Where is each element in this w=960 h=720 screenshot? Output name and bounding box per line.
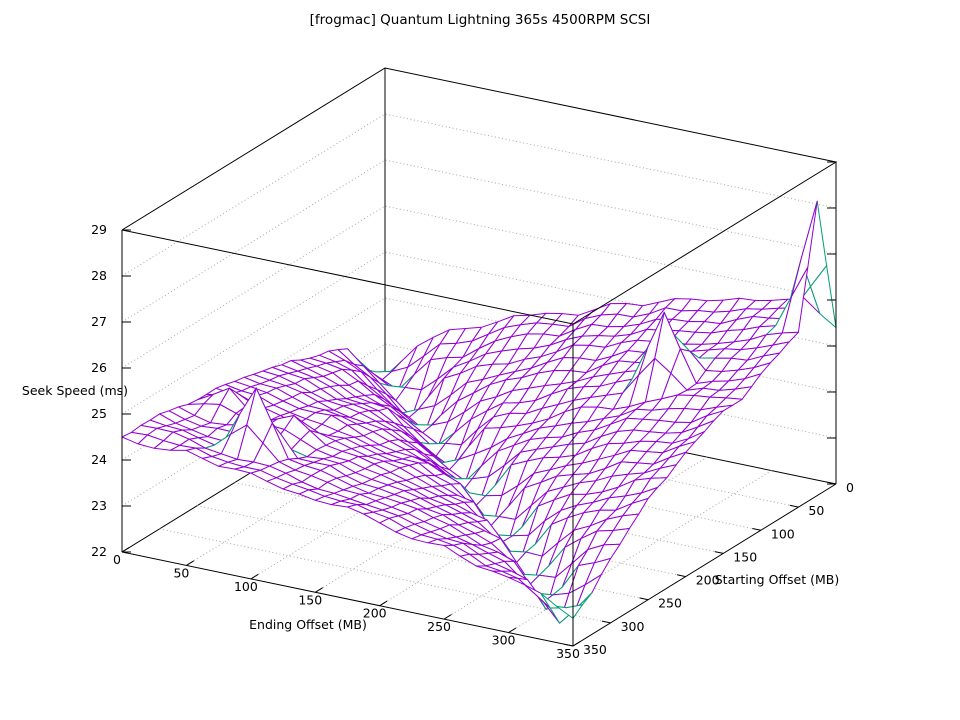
x-axis-label: Ending Offset (MB) xyxy=(249,617,367,632)
x-tick-label: 300 xyxy=(492,633,516,648)
z-tick-label: 29 xyxy=(91,222,107,237)
z-tick-label: 27 xyxy=(91,314,107,329)
z-tick-label: 25 xyxy=(91,406,107,421)
x-tick-label: 50 xyxy=(173,565,189,580)
y-tick-label: 200 xyxy=(696,573,720,588)
x-tick-label: 250 xyxy=(427,619,451,634)
y-axis-label: Starting Offset (MB) xyxy=(715,572,839,587)
x-tick-label: 350 xyxy=(556,646,580,661)
y-tick-label: 250 xyxy=(658,596,682,611)
y-tick-label: 350 xyxy=(583,642,607,657)
z-tick-label: 23 xyxy=(91,498,107,513)
surface-mesh xyxy=(121,200,837,624)
x-tick-label: 150 xyxy=(298,592,322,607)
y-tick-label: 0 xyxy=(846,480,854,495)
x-tick-label: 200 xyxy=(363,606,387,621)
z-tick-label: 26 xyxy=(91,360,107,375)
z-tick-label: 28 xyxy=(91,268,107,283)
plot-title: [frogmac] Quantum Lightning 365s 4500RPM… xyxy=(310,12,651,28)
z-axis-label: Seek Speed (ms) xyxy=(22,383,128,398)
y-tick-label: 100 xyxy=(771,526,795,541)
axis-ticks xyxy=(121,161,837,647)
y-tick-label: 50 xyxy=(808,503,824,518)
y-tick-label: 300 xyxy=(621,619,645,634)
x-tick-label: 100 xyxy=(234,579,258,594)
z-tick-label: 24 xyxy=(91,452,107,467)
tick-labels: 22 23 24 25 26 27 28 29 0 50 100 150 200 250 300 350 0 50… xyxy=(91,222,854,661)
x-tick-label: 0 xyxy=(113,552,121,567)
z-tick-label: 22 xyxy=(91,544,107,559)
y-tick-label: 150 xyxy=(733,549,757,564)
